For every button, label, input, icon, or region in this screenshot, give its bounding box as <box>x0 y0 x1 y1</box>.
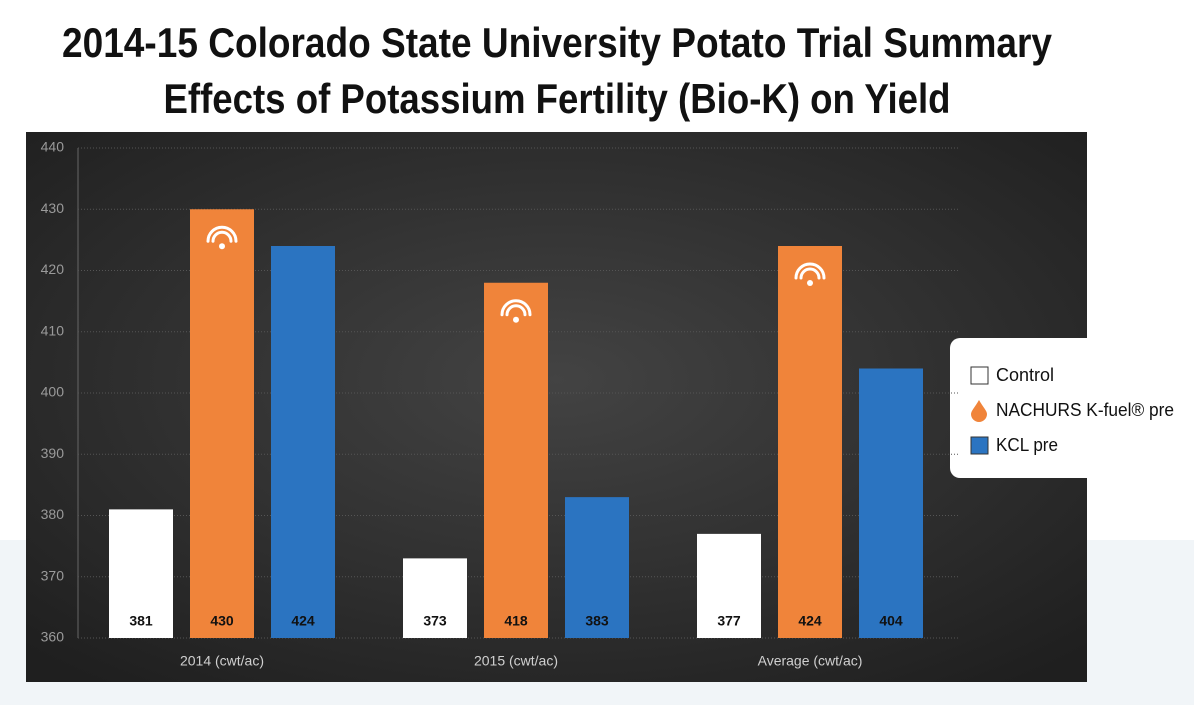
y-tick-label: 430 <box>41 200 65 216</box>
y-tick-label: 420 <box>41 261 65 277</box>
icon-arc <box>505 304 527 317</box>
data-label: 377 <box>717 613 741 629</box>
bar <box>697 533 761 638</box>
y-tick-label: 360 <box>41 629 65 645</box>
y-tick-label: 440 <box>41 139 65 155</box>
legend-marker <box>970 366 989 385</box>
data-label: 424 <box>291 613 315 629</box>
icon-dot <box>219 243 225 250</box>
x-tick-label: 2014 (cwt/ac) <box>180 653 264 669</box>
bar <box>403 558 467 638</box>
bar <box>271 246 335 638</box>
bar <box>109 509 173 638</box>
y-tick-label: 390 <box>41 445 65 461</box>
bar <box>484 282 548 638</box>
plot-panel <box>26 132 1087 682</box>
icon-arc <box>799 267 821 280</box>
chart-title: 2014-15 Colorado State University Potato… <box>62 19 1053 66</box>
data-label: 418 <box>504 613 528 629</box>
bar-icon <box>794 262 826 286</box>
bar <box>859 368 923 638</box>
bar-icon <box>206 225 238 250</box>
legend-marker <box>971 400 987 422</box>
legend-label: NACHURS K-fuel® pre <box>996 400 1174 420</box>
data-label: 383 <box>585 613 609 629</box>
chart-subtitle: Effects of Potassium Fertility (Bio-K) o… <box>164 75 951 122</box>
x-tick-label: Average (cwt/ac) <box>758 653 863 669</box>
data-label: 373 <box>423 613 447 629</box>
legend-label: Control <box>996 365 1054 385</box>
x-tick-label: 2015 (cwt/ac) <box>474 653 558 669</box>
bar <box>190 209 254 638</box>
y-tick-label: 410 <box>41 322 65 338</box>
y-tick-label: 370 <box>41 567 65 583</box>
data-label: 381 <box>129 613 153 629</box>
bar <box>565 497 629 638</box>
icon-arc <box>794 262 826 280</box>
bar-icon <box>500 299 532 323</box>
icon-arc <box>500 299 532 317</box>
bar <box>778 246 842 638</box>
y-tick-label: 400 <box>41 384 65 400</box>
legend-label: KCL pre <box>996 435 1058 455</box>
icon-dot <box>513 316 519 323</box>
legend-marker <box>970 436 989 455</box>
data-label: 430 <box>210 613 234 629</box>
icon-arc <box>206 225 238 243</box>
data-label: 424 <box>798 613 822 629</box>
icon-dot <box>807 280 813 286</box>
icon-arc <box>211 230 233 243</box>
legend-box <box>950 338 1194 478</box>
data-label: 404 <box>879 613 903 629</box>
y-tick-label: 380 <box>41 506 65 522</box>
